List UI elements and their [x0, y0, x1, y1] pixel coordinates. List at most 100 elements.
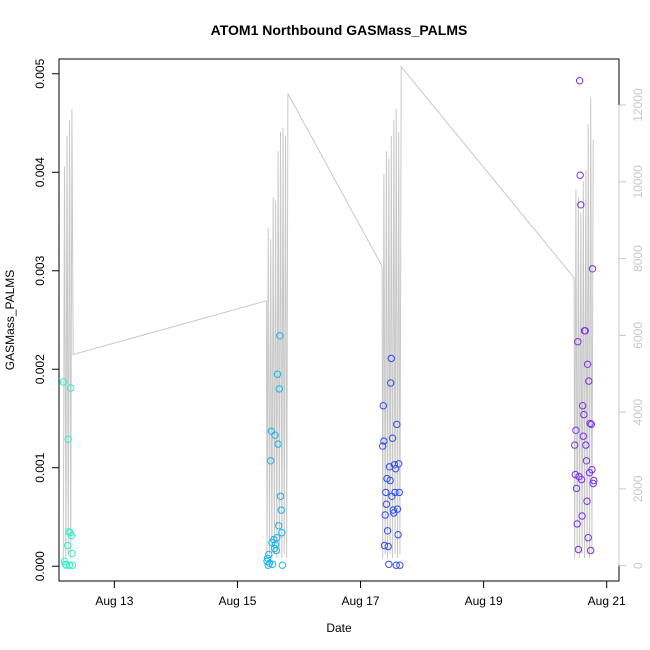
data-point — [586, 419, 594, 428]
data-point — [68, 549, 76, 558]
data-point — [578, 512, 586, 520]
data-point — [271, 431, 279, 439]
points-layer — [59, 77, 598, 569]
data-point — [386, 476, 394, 485]
data-point — [395, 488, 403, 497]
data-point — [60, 557, 69, 565]
data-point — [265, 550, 273, 559]
y-tick-label: 0.000 — [33, 551, 47, 581]
data-point — [394, 531, 402, 539]
series-3 — [379, 354, 404, 569]
data-point — [272, 546, 280, 555]
data-point — [276, 492, 285, 500]
y-tick-label: 0.005 — [33, 58, 47, 88]
data-point — [589, 479, 597, 488]
data-point — [390, 509, 398, 517]
data-point — [382, 500, 391, 508]
data-point — [67, 532, 76, 540]
y2-tick-label: 12000 — [631, 88, 645, 122]
data-point — [268, 560, 277, 568]
data-point — [277, 506, 285, 514]
data-point — [575, 77, 584, 85]
data-point — [387, 379, 395, 387]
data-point — [585, 377, 593, 385]
data-point — [264, 561, 272, 569]
data-point — [389, 506, 397, 514]
data-point — [393, 420, 401, 429]
data-point — [275, 522, 283, 530]
data-point — [571, 470, 579, 479]
x-tick-label: Aug 19 — [465, 594, 503, 608]
data-point — [278, 529, 286, 537]
plot-area — [58, 58, 620, 582]
data-point — [392, 561, 400, 569]
data-point — [379, 402, 387, 410]
data-point — [270, 544, 279, 553]
data-point — [67, 384, 75, 392]
x-axis: Aug 13 Aug 15 Aug 17 Aug 19 Aug 21 — [95, 580, 626, 608]
data-point — [267, 457, 275, 465]
data-point — [388, 434, 397, 442]
data-point — [572, 484, 581, 493]
data-point — [587, 546, 595, 555]
y-tick-label: 0.001 — [33, 452, 47, 482]
data-point — [393, 505, 402, 513]
data-point — [588, 265, 597, 273]
data-point — [390, 461, 399, 469]
x-tick-label: Aug 15 — [218, 594, 256, 608]
data-point — [275, 385, 283, 393]
x-axis-label: Date — [326, 621, 352, 635]
data-point — [68, 561, 77, 569]
data-point — [274, 440, 282, 448]
y2-tick-label: 0 — [631, 562, 645, 569]
data-point — [63, 541, 72, 550]
data-point — [65, 561, 74, 569]
data-point — [385, 560, 393, 568]
x-tick-label: Aug 21 — [588, 594, 626, 608]
data-point — [383, 527, 392, 535]
data-point — [265, 559, 274, 567]
data-point — [380, 437, 388, 445]
plot-frame — [58, 58, 620, 582]
data-point — [380, 541, 389, 550]
data-point — [381, 511, 389, 519]
data-point — [583, 497, 591, 505]
data-point — [384, 542, 392, 551]
data-point — [574, 338, 582, 346]
y2-tick-label: 2000 — [631, 475, 645, 502]
y2-tick-label: 6000 — [631, 322, 645, 349]
data-point — [379, 442, 387, 450]
data-point — [273, 370, 282, 378]
y-tick-label: 0.004 — [33, 157, 47, 187]
y2-tick-label: 8000 — [631, 245, 645, 272]
data-point — [588, 466, 596, 474]
data-point — [581, 327, 589, 335]
data-point — [576, 171, 584, 179]
data-point — [276, 332, 284, 340]
data-point — [572, 426, 580, 434]
data-point — [579, 432, 587, 440]
data-point — [267, 427, 275, 435]
data-point — [59, 378, 67, 386]
data-point — [382, 488, 390, 497]
y2-tick-label: 10000 — [631, 165, 645, 199]
y2-axis-right: 0 2000 4000 6000 8000 10000 12000 — [618, 88, 645, 569]
data-point — [396, 561, 404, 569]
data-point — [580, 410, 588, 419]
series-1 — [59, 378, 77, 569]
data-point — [571, 441, 579, 449]
series-2 — [263, 332, 287, 569]
y-axis-label: GASMass_PALMS — [3, 270, 17, 370]
y-axis: 0.000 0.001 0.002 0.003 0.004 0.005 — [33, 58, 60, 581]
y-tick-label: 0.003 — [33, 255, 47, 285]
chart-title: ATOM1 Northbound GASMass_PALMS — [211, 22, 468, 38]
data-point — [387, 354, 395, 363]
series-4 — [571, 77, 598, 555]
data-point — [582, 457, 591, 465]
data-point — [577, 201, 585, 209]
altitude-line — [62, 65, 594, 562]
data-point — [577, 475, 586, 484]
data-point — [574, 545, 583, 554]
data-point — [579, 402, 587, 410]
